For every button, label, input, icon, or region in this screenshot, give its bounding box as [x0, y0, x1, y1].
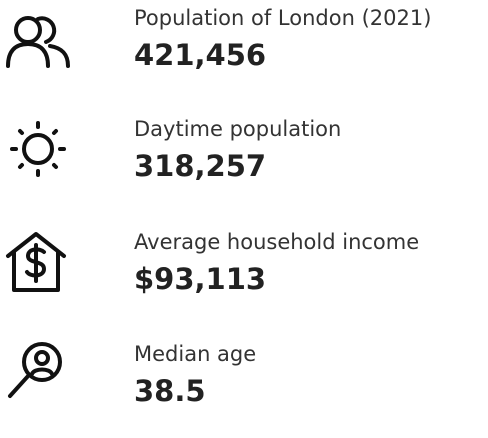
- sun-icon: [10, 121, 66, 177]
- stat-value: 318,257: [134, 149, 267, 183]
- stats-panel: Population of London (2021) 421,456 Dayt…: [0, 2, 488, 408]
- stat-item: Median age 38.5: [0, 338, 488, 438]
- stat-label: Average household income: [134, 230, 420, 254]
- house-income-icon: [6, 232, 66, 292]
- stat-value: 38.5: [134, 374, 206, 408]
- stat-value: $93,113: [134, 262, 267, 296]
- stat-value: 421,456: [134, 38, 267, 72]
- stat-item: Average household income $93,113: [0, 226, 488, 326]
- stat-label: Population of London (2021): [134, 6, 432, 30]
- stat-label: Daytime population: [134, 117, 342, 141]
- stat-item: Daytime population 318,257: [0, 113, 488, 213]
- age-search-icon: [8, 342, 62, 398]
- stat-item: Population of London (2021) 421,456: [0, 2, 488, 102]
- people-icon: [6, 16, 70, 68]
- stat-label: Median age: [134, 342, 257, 366]
